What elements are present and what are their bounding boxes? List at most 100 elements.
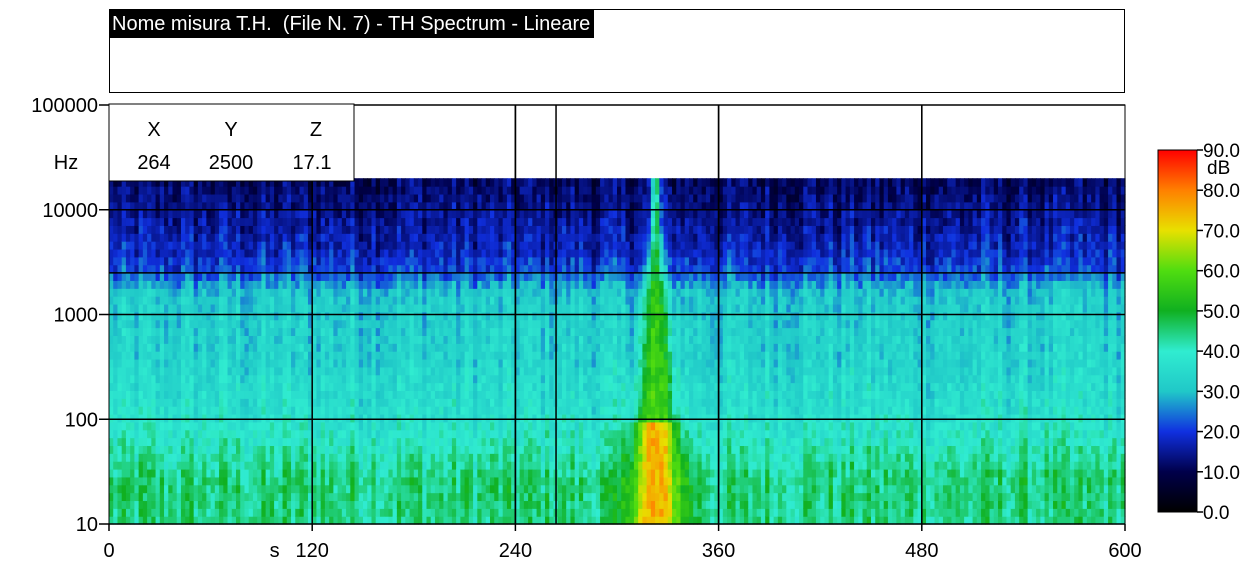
heatmap-cell [481,406,487,415]
heatmap-cell [168,280,174,289]
heatmap-cell [439,468,445,478]
heatmap-cell [557,516,563,525]
heatmap-cell [307,366,313,376]
heatmap-cell [257,398,262,407]
heatmap-cell [485,445,491,454]
heatmap-cell [240,178,246,187]
heatmap-cell [164,311,169,321]
heatmap-cell [138,264,144,274]
heatmap-cell [210,209,216,219]
heatmap-cell [574,358,580,368]
heatmap-cell [515,264,521,274]
heatmap-cell [485,241,491,250]
heatmap-cell [363,319,368,329]
heatmap-cell [142,288,148,297]
heatmap-cell [566,476,572,486]
heatmap-cell [117,413,123,423]
heatmap-cell [574,484,580,494]
heatmap-cell [117,351,123,360]
heatmap-cell [121,256,127,266]
heatmap-cell [168,382,174,391]
heatmap-cell [113,327,119,336]
heatmap-cell [214,390,220,399]
heatmap-cell [371,366,377,376]
heatmap-cell [481,437,487,447]
heatmap-cell [418,421,423,431]
heatmap-cell [261,374,267,384]
heatmap-cell [439,327,445,336]
heatmap-cell [498,186,504,195]
heatmap-cell [456,248,461,258]
heatmap-cell [138,186,144,195]
heatmap-cell [583,186,588,195]
heatmap-cell [134,484,140,494]
heatmap-cell [240,374,246,384]
heatmap-cell [557,272,563,281]
heatmap-cell [447,413,453,423]
heatmap-cell [202,445,207,454]
heatmap-cell [121,508,127,517]
heatmap-cell [240,382,246,391]
heatmap-cell [388,406,394,415]
heatmap-cell [532,366,538,376]
heatmap-cell [244,288,250,297]
heatmap-cell [176,484,182,494]
heatmap-cell [134,406,140,415]
heatmap-cell [155,241,161,250]
heatmap-cell [363,264,368,274]
heatmap-cell [540,516,546,525]
heatmap-cell [528,288,533,297]
heatmap-cell [210,217,216,226]
heatmap-cell [545,248,550,258]
heatmap-cell [142,461,148,470]
heatmap-cell [307,390,313,399]
heatmap-cell [316,500,322,509]
heatmap-cell [447,406,453,415]
heatmap-cell [346,429,351,439]
heatmap-cell [316,280,322,289]
heatmap-cell [396,311,402,321]
heatmap-cell [346,272,351,281]
heatmap-cell [282,327,288,336]
heatmap-cell [443,233,449,242]
heatmap-cell [392,374,398,384]
heatmap-cell [451,390,457,399]
heatmap-cell [557,390,563,399]
heatmap-cell [252,225,258,234]
heatmap-cell [125,429,131,439]
heatmap-cell [346,288,351,297]
heatmap-cell [536,319,542,329]
heatmap-cell [117,217,123,226]
heatmap-cell [202,468,207,478]
heatmap-cell [422,296,428,305]
heatmap-cell [528,382,533,391]
heatmap-cell [274,406,279,415]
heatmap-cell [532,233,538,242]
heatmap-cell [401,335,406,344]
heatmap-cell [244,374,250,384]
heatmap-cell [490,366,495,376]
heatmap-cell [557,398,563,407]
heatmap-cell [333,288,339,297]
heatmap-cell [557,178,563,187]
heatmap-cell [536,421,542,431]
heatmap-cell [324,233,330,242]
heatmap-cell [202,508,207,517]
heatmap-cell [337,217,343,226]
heatmap-cell [286,351,292,360]
heatmap-cell [430,484,436,494]
heatmap-cell [269,351,275,360]
heatmap-cell [409,406,415,415]
heatmap-cell [396,406,402,415]
heatmap-cell [354,508,360,517]
heatmap-cell [303,288,309,297]
heatmap-cell [219,398,224,407]
heatmap-cell [193,201,199,211]
heatmap-cell [210,233,216,242]
heatmap-cell [320,186,326,195]
heatmap-cell [219,358,224,368]
heatmap-cell [473,413,478,423]
heatmap-cell [426,476,432,486]
heatmap-cell [358,445,364,454]
